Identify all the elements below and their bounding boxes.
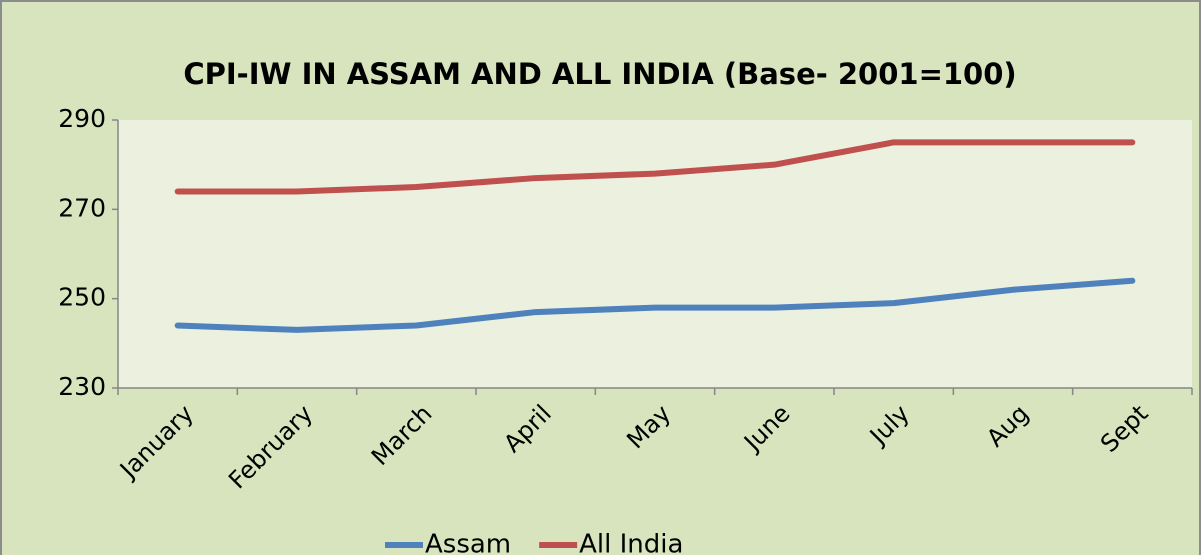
plot-area [118,120,1192,388]
series-line [174,277,1136,333]
series-line [174,139,1136,195]
y-tick-label: 230 [58,372,106,401]
y-tick-label: 250 [58,283,106,312]
legend-label: Assam [425,530,511,555]
legend-label: All India [579,530,683,555]
y-tick-label: 270 [58,193,106,222]
chart-title: CPI-IW IN ASSAM AND ALL INDIA (Base- 200… [183,57,1016,91]
y-tick-label: 290 [58,104,106,133]
